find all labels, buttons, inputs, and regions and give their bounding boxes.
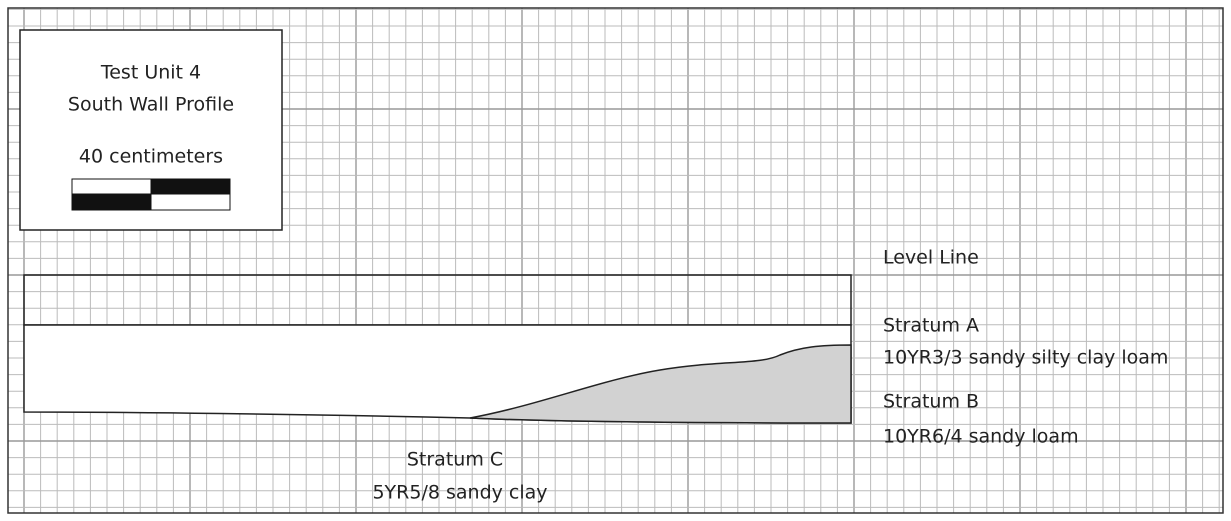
legend-scale: 40 centimeters <box>79 146 223 168</box>
stratum-b-soil: 10YR6/4 sandy loam <box>883 426 1079 448</box>
stratum-b-label: Stratum B <box>883 391 979 413</box>
legend-subtitle: South Wall Profile <box>68 94 234 116</box>
stratum-c-label: Stratum C <box>407 449 503 471</box>
border <box>7 7 1224 514</box>
stratum-a-label: Stratum A <box>883 315 979 337</box>
scale-bar <box>71 178 231 211</box>
stratum-a-soil: 10YR3/3 sandy silty clay loam <box>883 347 1168 369</box>
stratum-c-soil: 5YR5/8 sandy clay <box>372 482 547 504</box>
level-line-box <box>23 274 852 326</box>
stratum-b-area <box>469 344 852 424</box>
level-line-label: Level Line <box>883 247 979 269</box>
legend-title: Test Unit 4 <box>100 62 201 84</box>
